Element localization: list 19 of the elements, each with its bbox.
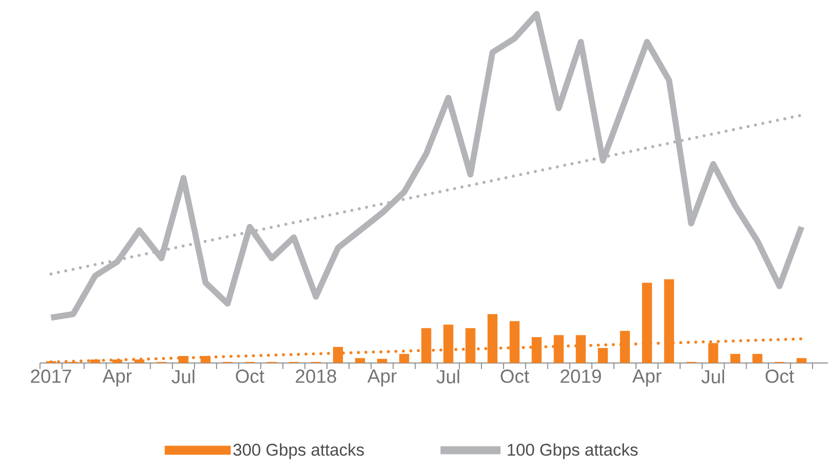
x-tick-label: Apr [367, 370, 397, 386]
x-tick-label: Apr [632, 370, 662, 386]
x-tick-label: 2018 [296, 370, 336, 383]
x-tick-label: Jul [701, 370, 724, 384]
x-tick-label: Jul [172, 370, 194, 384]
x-tick-label: Oct [500, 370, 530, 383]
legend-label: 300 Gbps attacks [233, 443, 364, 460]
x-tick-label: Oct [236, 370, 264, 383]
bar [752, 354, 762, 363]
bar [355, 358, 366, 363]
x-tick-label: Apr [102, 370, 132, 386]
bar [796, 358, 806, 363]
x-tick-label: 2017 [30, 370, 72, 383]
x-tick-label: 2019 [560, 370, 601, 383]
x-tick-label: Jul [436, 370, 460, 384]
bar [377, 358, 388, 363]
legend-label: 100 Gbps attacks [508, 443, 638, 460]
x-tick-label: Oct [766, 370, 794, 383]
bar [730, 354, 740, 363]
